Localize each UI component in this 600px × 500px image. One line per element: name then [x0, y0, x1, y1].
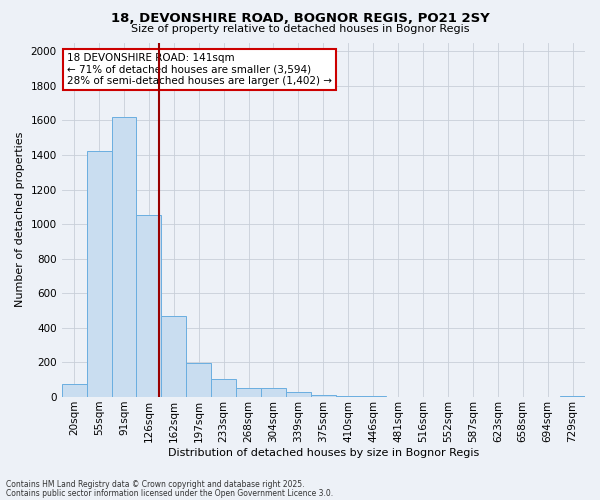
Bar [112, 117, 136, 397]
Bar [86, 152, 112, 397]
Text: Contains HM Land Registry data © Crown copyright and database right 2025.: Contains HM Land Registry data © Crown c… [6, 480, 305, 489]
Bar [386, 396, 410, 397]
Y-axis label: Number of detached properties: Number of detached properties [15, 132, 25, 308]
Bar [136, 216, 161, 397]
Bar [161, 316, 186, 397]
Text: 18 DEVONSHIRE ROAD: 141sqm
← 71% of detached houses are smaller (3,594)
28% of s: 18 DEVONSHIRE ROAD: 141sqm ← 71% of deta… [67, 53, 332, 86]
Text: Contains public sector information licensed under the Open Government Licence 3.: Contains public sector information licen… [6, 488, 333, 498]
Bar [410, 396, 436, 397]
Bar [361, 396, 386, 397]
Bar [261, 388, 286, 397]
Text: 18, DEVONSHIRE ROAD, BOGNOR REGIS, PO21 2SY: 18, DEVONSHIRE ROAD, BOGNOR REGIS, PO21 … [110, 12, 490, 26]
Bar [336, 396, 361, 397]
Bar [236, 388, 261, 397]
Bar [211, 379, 236, 397]
X-axis label: Distribution of detached houses by size in Bognor Regis: Distribution of detached houses by size … [168, 448, 479, 458]
Bar [286, 392, 311, 397]
Bar [311, 396, 336, 397]
Bar [560, 396, 585, 397]
Bar [62, 384, 86, 397]
Text: Size of property relative to detached houses in Bognor Regis: Size of property relative to detached ho… [131, 24, 469, 34]
Bar [186, 364, 211, 397]
